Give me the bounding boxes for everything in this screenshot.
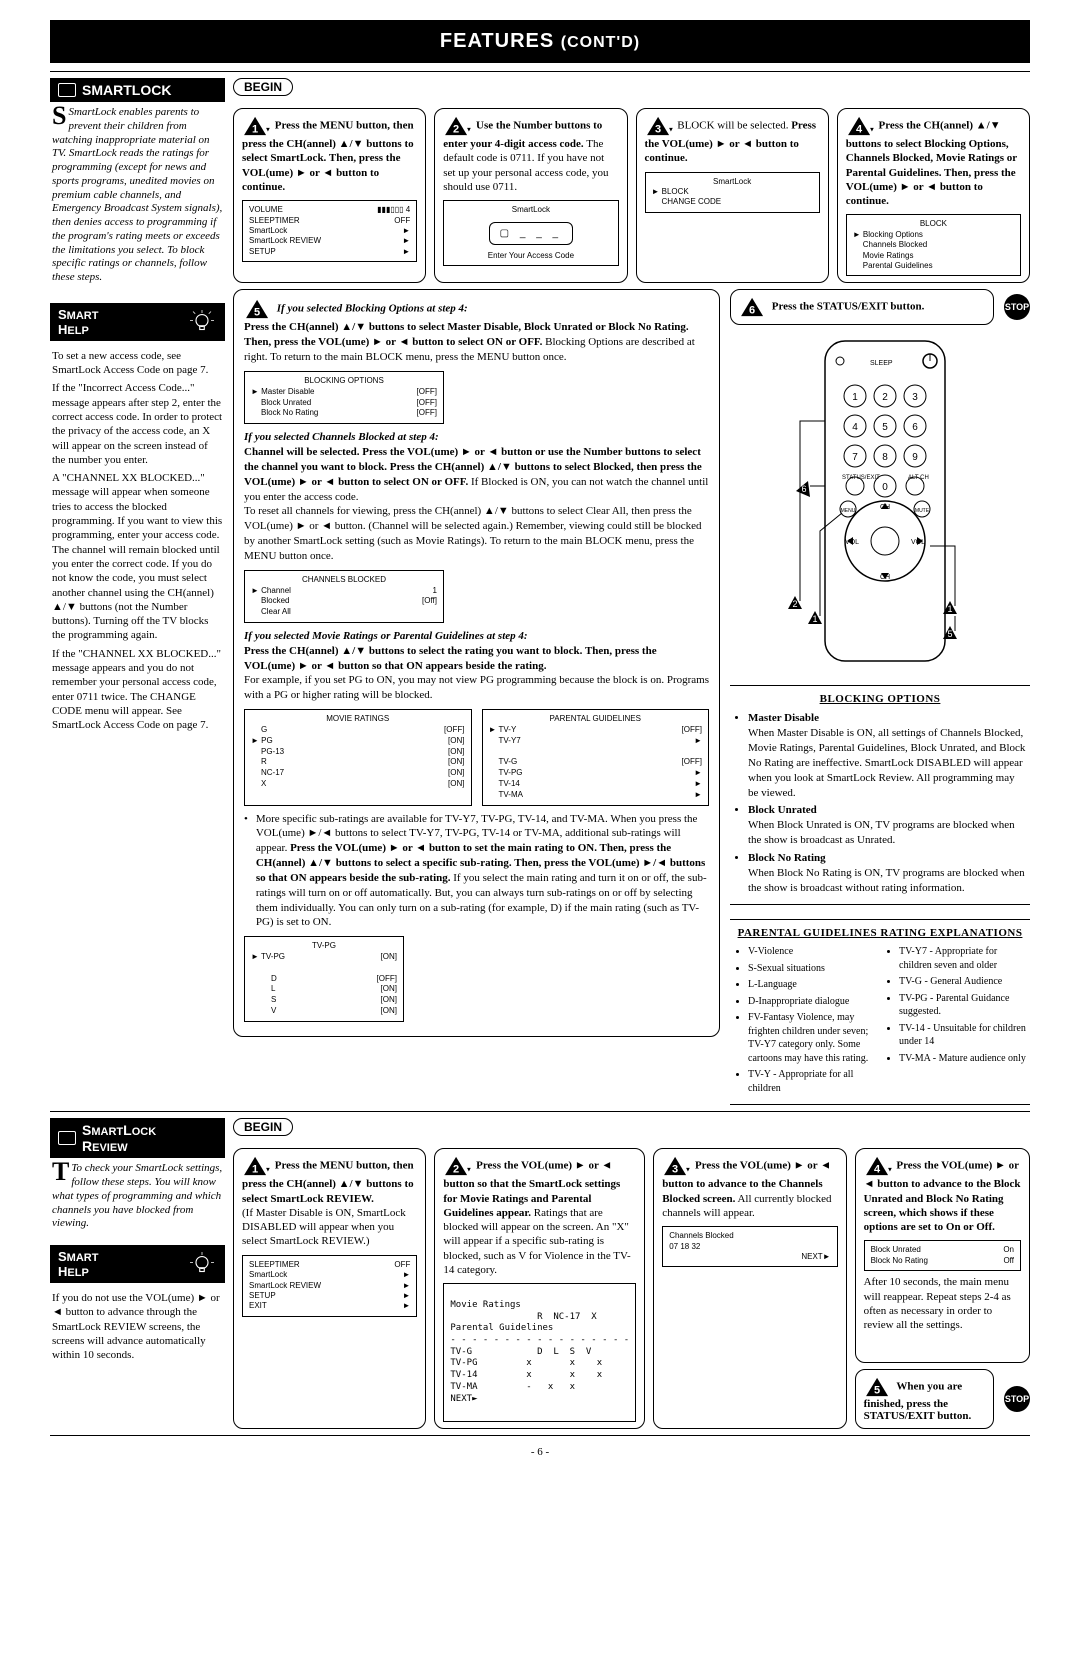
- channels-blocked-osd: CHANNELS BLOCKED ► Channel1 Blocked[Off]…: [244, 570, 444, 623]
- svg-text:3: 3: [912, 392, 918, 403]
- svg-text:8: 8: [882, 452, 888, 463]
- blocking-options-info: BLOCKING OPTIONS Master DisableWhen Mast…: [730, 685, 1030, 905]
- stop-icon: STOP: [1004, 1386, 1030, 1412]
- svg-text:5: 5: [882, 422, 888, 433]
- review-step1-osd: SLEEPTIMEROFF SmartLock► SmartLock REVIE…: [242, 1255, 417, 1317]
- review-help-body: If you do not use the VOL(ume) ► or ◄ bu…: [50, 1283, 225, 1370]
- remote-diagram: SLEEP 1 2 3 4 5 6 7: [770, 331, 990, 671]
- smartlock-section: SMARTLOCK SSmartLock enables parents to …: [50, 71, 1030, 1112]
- review-help-header: SMART HELP: [50, 1245, 225, 1283]
- step-2: 2 Use the Number buttons to enter your 4…: [434, 108, 627, 283]
- svg-text:3: 3: [672, 1164, 678, 1176]
- svg-text:2: 2: [453, 1164, 459, 1176]
- svg-text:1: 1: [852, 392, 858, 403]
- tv-icon: [58, 1131, 76, 1145]
- step-5-blocking-options: 5 If you selected Blocking Options at st…: [233, 289, 720, 1036]
- smart-help-header: SMART HELP: [50, 303, 225, 341]
- page-number: - 6 -: [50, 1446, 1030, 1458]
- step-4: 4 Press the CH(annel) ▲/▼ buttons to sel…: [837, 108, 1030, 283]
- step-2-icon: 2: [443, 115, 471, 137]
- step-3: 3 BLOCK will be selected. Press the VOL(…: [636, 108, 829, 283]
- svg-text:MUTE: MUTE: [915, 508, 930, 514]
- pg-explanations: PARENTAL GUIDELINES RATING EXPLANATIONS …: [730, 919, 1030, 1105]
- svg-text:1: 1: [252, 1164, 258, 1176]
- svg-text:0: 0: [882, 482, 888, 493]
- svg-text:MENU: MENU: [841, 508, 856, 514]
- svg-text:5: 5: [254, 307, 260, 319]
- svg-text:5: 5: [947, 629, 952, 639]
- svg-text:4: 4: [874, 1164, 881, 1176]
- blocking-options-osd: BLOCKING OPTIONS ► Master Disable[OFF] B…: [244, 371, 444, 424]
- begin-badge: BEGIN: [233, 78, 293, 96]
- svg-text:2: 2: [882, 392, 888, 403]
- svg-text:9: 9: [912, 452, 918, 463]
- svg-text:7: 7: [852, 452, 858, 463]
- svg-text:4: 4: [856, 123, 863, 135]
- svg-text:1: 1: [812, 614, 817, 624]
- review-step-5: 5 When you are finished, press the STATU…: [855, 1369, 994, 1429]
- step4-osd: BLOCK ► Blocking Options Channels Blocke…: [846, 214, 1021, 276]
- review-step-3: 3 Press the VOL(ume) ► or ◄ button to ad…: [653, 1148, 846, 1429]
- review-step4-osd: Block UnratedOn Block No RatingOff: [864, 1240, 1021, 1271]
- svg-text:2: 2: [792, 599, 797, 609]
- step2-osd: SmartLock ▢ _ _ _ Enter Your Access Code: [443, 200, 618, 266]
- step-1: 1 Press the MENU button, then press the …: [233, 108, 426, 283]
- step-6-icon: 6: [739, 296, 767, 318]
- svg-text:6: 6: [912, 422, 918, 433]
- step-5-icon: 5: [244, 298, 272, 320]
- tvpg-osd: TV-PG ► TV-PG[ON] D[OFF] L[ON] S[ON] V[O…: [244, 936, 404, 1022]
- page-title: FEATURES (CONT'D): [50, 20, 1030, 63]
- svg-text:4: 4: [852, 422, 858, 433]
- status-exit-step: 6 Press the STATUS/EXIT button.: [730, 289, 994, 325]
- begin-badge: BEGIN: [233, 1118, 293, 1136]
- svg-text:2: 2: [453, 123, 459, 135]
- smartlock-header: SMARTLOCK: [50, 78, 225, 102]
- step-1-icon: 1: [242, 115, 270, 137]
- tv-icon: [58, 83, 76, 97]
- svg-text:6: 6: [801, 484, 806, 494]
- svg-text:3: 3: [655, 123, 661, 135]
- step-4-icon: 4: [846, 115, 874, 137]
- svg-text:5: 5: [874, 1384, 880, 1396]
- review-step-4: 4 Press the VOL(ume) ► or ◄ button to ad…: [855, 1148, 1030, 1363]
- parental-guidelines-osd: PARENTAL GUIDELINES ► TV-Y[OFF] TV-Y7► T…: [482, 709, 710, 805]
- review-step-2: 2 Press the VOL(ume) ► or ◄ button so th…: [434, 1148, 645, 1429]
- lightbulb-icon: [187, 307, 217, 337]
- stop-icon: STOP: [1004, 294, 1030, 320]
- smart-help-body: To set a new access code, see SmartLock …: [50, 341, 225, 741]
- lightbulb-icon: [187, 1249, 217, 1279]
- svg-text:1: 1: [252, 123, 258, 135]
- review-intro: TTo check your SmartLock settings, follo…: [50, 1158, 225, 1235]
- svg-text:6: 6: [749, 305, 755, 317]
- smartlock-intro: SSmartLock enables parents to prevent th…: [50, 102, 225, 289]
- step1-osd: VOLUME▮▮▮▯▯▯ 4 SLEEPTIMEROFF SmartLock► …: [242, 200, 417, 262]
- review-step3-osd: Channels Blocked 07 18 32 NEXT►: [662, 1226, 837, 1267]
- review-step2-osd: Movie Ratings R NC-17 X Parental Guideli…: [443, 1283, 636, 1422]
- smartlock-review-section: SMARTLOCKREVIEW TTo check your SmartLock…: [50, 1112, 1030, 1436]
- review-step-1: 1 Press the MENU button, then press the …: [233, 1148, 426, 1429]
- svg-text:SLEEP: SLEEP: [870, 360, 893, 367]
- review-header: SMARTLOCKREVIEW: [50, 1118, 225, 1158]
- step-3-icon: 3: [645, 115, 673, 137]
- svg-text:1: 1: [947, 604, 952, 614]
- step3-osd: SmartLock ► BLOCK CHANGE CODE: [645, 172, 820, 213]
- movie-ratings-osd: MOVIE RATINGS G[OFF] ► PG[ON] PG-13[ON] …: [244, 709, 472, 805]
